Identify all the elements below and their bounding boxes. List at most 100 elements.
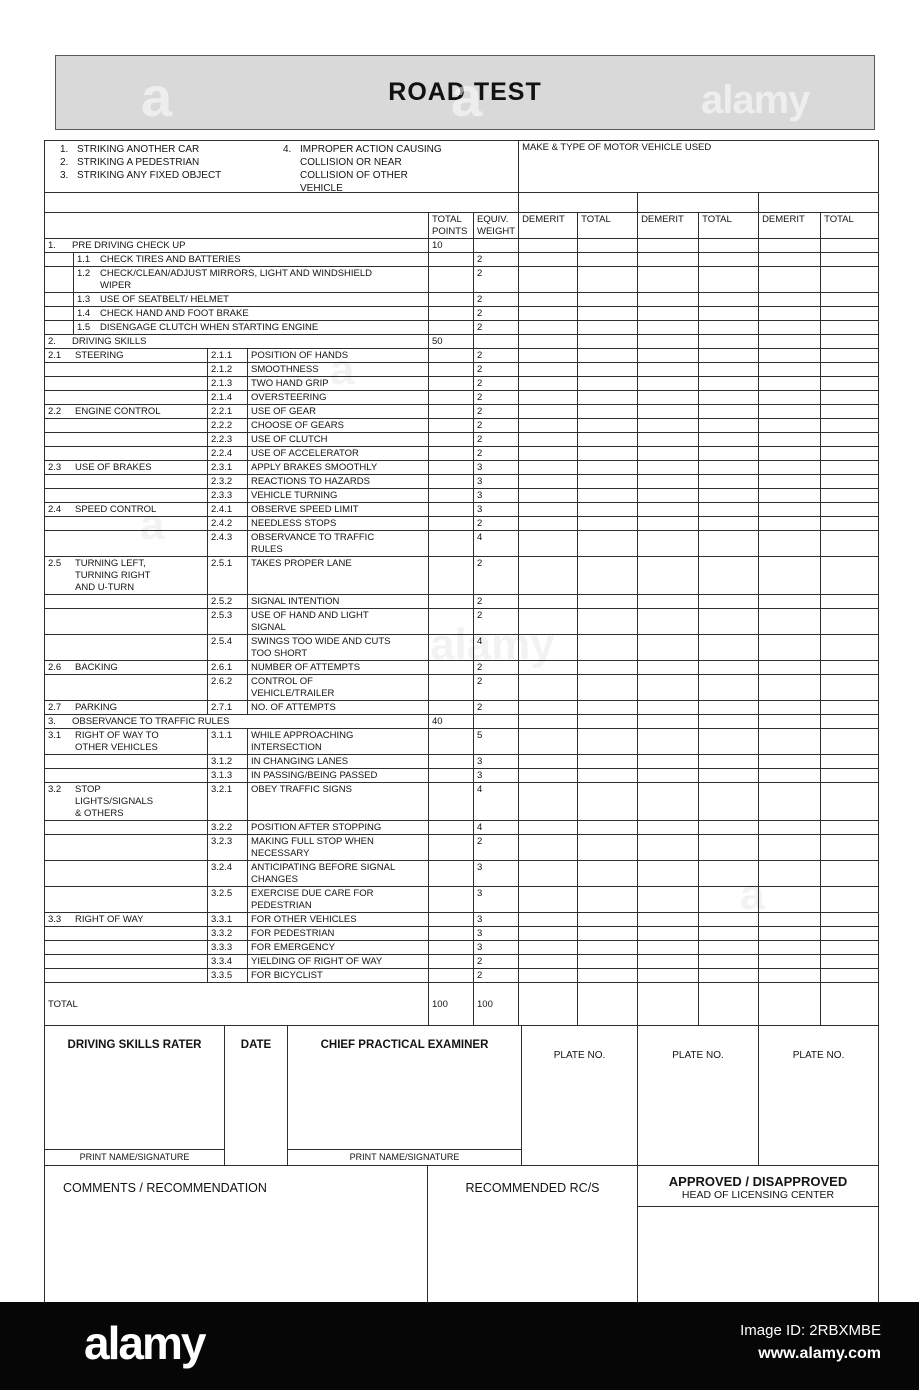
table-row: 2.3 USE OF BRAKES 2.3.1 APPLY BRAKES SMOOTH… bbox=[44, 460, 880, 475]
row-number: 2.6.1 bbox=[207, 660, 248, 675]
cell-total bbox=[820, 912, 880, 927]
section-title: 2. DRIVING SKILLS bbox=[44, 334, 429, 349]
cell-equiv-weight: 2 bbox=[472, 516, 520, 531]
cell-total bbox=[577, 334, 639, 349]
row-number: 2.5.4 bbox=[207, 634, 248, 661]
cell-total-points bbox=[428, 608, 474, 635]
cell-equiv-weight: 3 bbox=[472, 940, 520, 955]
cell-total bbox=[577, 460, 639, 475]
cell-demerit bbox=[637, 820, 700, 835]
cell-total bbox=[577, 266, 639, 293]
cell-total bbox=[577, 754, 639, 769]
cell-total bbox=[698, 954, 760, 969]
cell-total bbox=[577, 634, 639, 661]
examiner-box: CHIEF PRACTICAL EXAMINER PRINT NAME/SIGN… bbox=[288, 1026, 522, 1166]
cell-demerit bbox=[637, 594, 700, 609]
vehicle-name-cell bbox=[758, 192, 880, 213]
cell-total bbox=[577, 982, 639, 1026]
cell-total-points: 40 bbox=[428, 714, 474, 729]
cell-total bbox=[577, 820, 639, 835]
row-description: VEHICLE TURNING bbox=[247, 488, 429, 503]
row-number: 2.1.3 bbox=[207, 376, 248, 391]
cell-demerit bbox=[637, 834, 700, 861]
cell-total-points bbox=[428, 460, 474, 475]
cell-total bbox=[577, 530, 639, 557]
indent-cell bbox=[44, 768, 208, 783]
cell-demerit bbox=[758, 334, 822, 349]
cell-demerit bbox=[758, 782, 822, 821]
table-row: 1.1 CHECK TIRES AND BATTERIES 2 bbox=[44, 252, 880, 267]
table-row: 3.3.2 FOR PEDESTRIAN 3 bbox=[44, 926, 880, 941]
cell-total bbox=[698, 728, 760, 755]
cell-total bbox=[698, 418, 760, 433]
cell-total bbox=[698, 940, 760, 955]
cell-total bbox=[698, 292, 760, 307]
table-row: 2.5.2 SIGNAL INTENTION 2 bbox=[44, 594, 880, 609]
cell-demerit bbox=[758, 634, 822, 661]
cell-equiv-weight: 2 bbox=[472, 320, 520, 335]
spacer-cell bbox=[43, 140, 520, 193]
row-category: 2.2 ENGINE CONTROL bbox=[44, 404, 208, 419]
row-number: 2.1.2 bbox=[207, 362, 248, 377]
rater-signature-area bbox=[45, 1051, 224, 1149]
row-number: 2.4.3 bbox=[207, 530, 248, 557]
cell-equiv-weight: 2 bbox=[472, 954, 520, 969]
indent-cell bbox=[44, 926, 208, 941]
cell-demerit bbox=[758, 348, 822, 363]
row-description: POSITION OF HANDS bbox=[247, 348, 429, 363]
cell-total bbox=[577, 474, 639, 489]
cell-total bbox=[820, 516, 880, 531]
cell-total bbox=[577, 608, 639, 635]
row-description: CHOOSE OF GEARS bbox=[247, 418, 429, 433]
cell-total bbox=[820, 700, 880, 715]
cell-equiv-weight: 2 bbox=[472, 306, 520, 321]
cell-total bbox=[577, 376, 639, 391]
cell-total-points bbox=[428, 404, 474, 419]
indent-cell bbox=[44, 390, 208, 405]
cell-demerit bbox=[518, 886, 579, 913]
cell-demerit bbox=[637, 530, 700, 557]
cell-total-points bbox=[428, 474, 474, 489]
cell-demerit bbox=[758, 376, 822, 391]
row-category: 3.3 RIGHT OF WAY bbox=[44, 912, 208, 927]
cell-total bbox=[698, 754, 760, 769]
cell-total-points bbox=[428, 700, 474, 715]
cell-demerit bbox=[518, 634, 579, 661]
cell-total bbox=[577, 418, 639, 433]
row-number: 2.7.1 bbox=[207, 700, 248, 715]
cell-total bbox=[820, 460, 880, 475]
cell-demerit bbox=[637, 516, 700, 531]
table-row: 3.3 RIGHT OF WAY 3.3.1 FOR OTHER VEHICLES 3 bbox=[44, 912, 880, 927]
cell-total bbox=[698, 306, 760, 321]
row-category: 3.1 RIGHT OF WAY TO OTHER VEHICLES bbox=[44, 728, 208, 755]
cell-total-points bbox=[428, 502, 474, 517]
cell-total bbox=[577, 886, 639, 913]
cell-total-points bbox=[428, 266, 474, 293]
cell-total bbox=[820, 362, 880, 377]
total-header: TOTAL bbox=[698, 212, 760, 239]
scoring-grid: MAKE & TYPE OF MOTOR VEHICLE USED TOTAL … bbox=[43, 140, 880, 1330]
cell-total bbox=[820, 968, 880, 983]
cell-total bbox=[577, 404, 639, 419]
cell-demerit bbox=[637, 362, 700, 377]
cell-equiv-weight: 2 bbox=[472, 362, 520, 377]
cell-total-points bbox=[428, 660, 474, 675]
cell-total bbox=[820, 446, 880, 461]
total-points-header: TOTAL POINTS bbox=[428, 212, 474, 239]
cell-demerit bbox=[518, 660, 579, 675]
cell-total bbox=[577, 834, 639, 861]
cell-demerit bbox=[758, 404, 822, 419]
cell-demerit bbox=[637, 674, 700, 701]
table-row: 3.1.2 IN CHANGING LANES 3 bbox=[44, 754, 880, 769]
row-description: SMOOTHNESS bbox=[247, 362, 429, 377]
cell-total bbox=[820, 306, 880, 321]
cell-demerit bbox=[758, 460, 822, 475]
table-row: 3.2.3 MAKING FULL STOP WHEN NECESSARY 2 bbox=[44, 834, 880, 861]
cell-total-points bbox=[428, 926, 474, 941]
indent-cell bbox=[44, 474, 208, 489]
cell-demerit bbox=[518, 238, 579, 253]
cell-equiv-weight bbox=[472, 334, 520, 349]
cell-total bbox=[698, 768, 760, 783]
cell-demerit bbox=[518, 940, 579, 955]
cell-total bbox=[820, 982, 880, 1026]
